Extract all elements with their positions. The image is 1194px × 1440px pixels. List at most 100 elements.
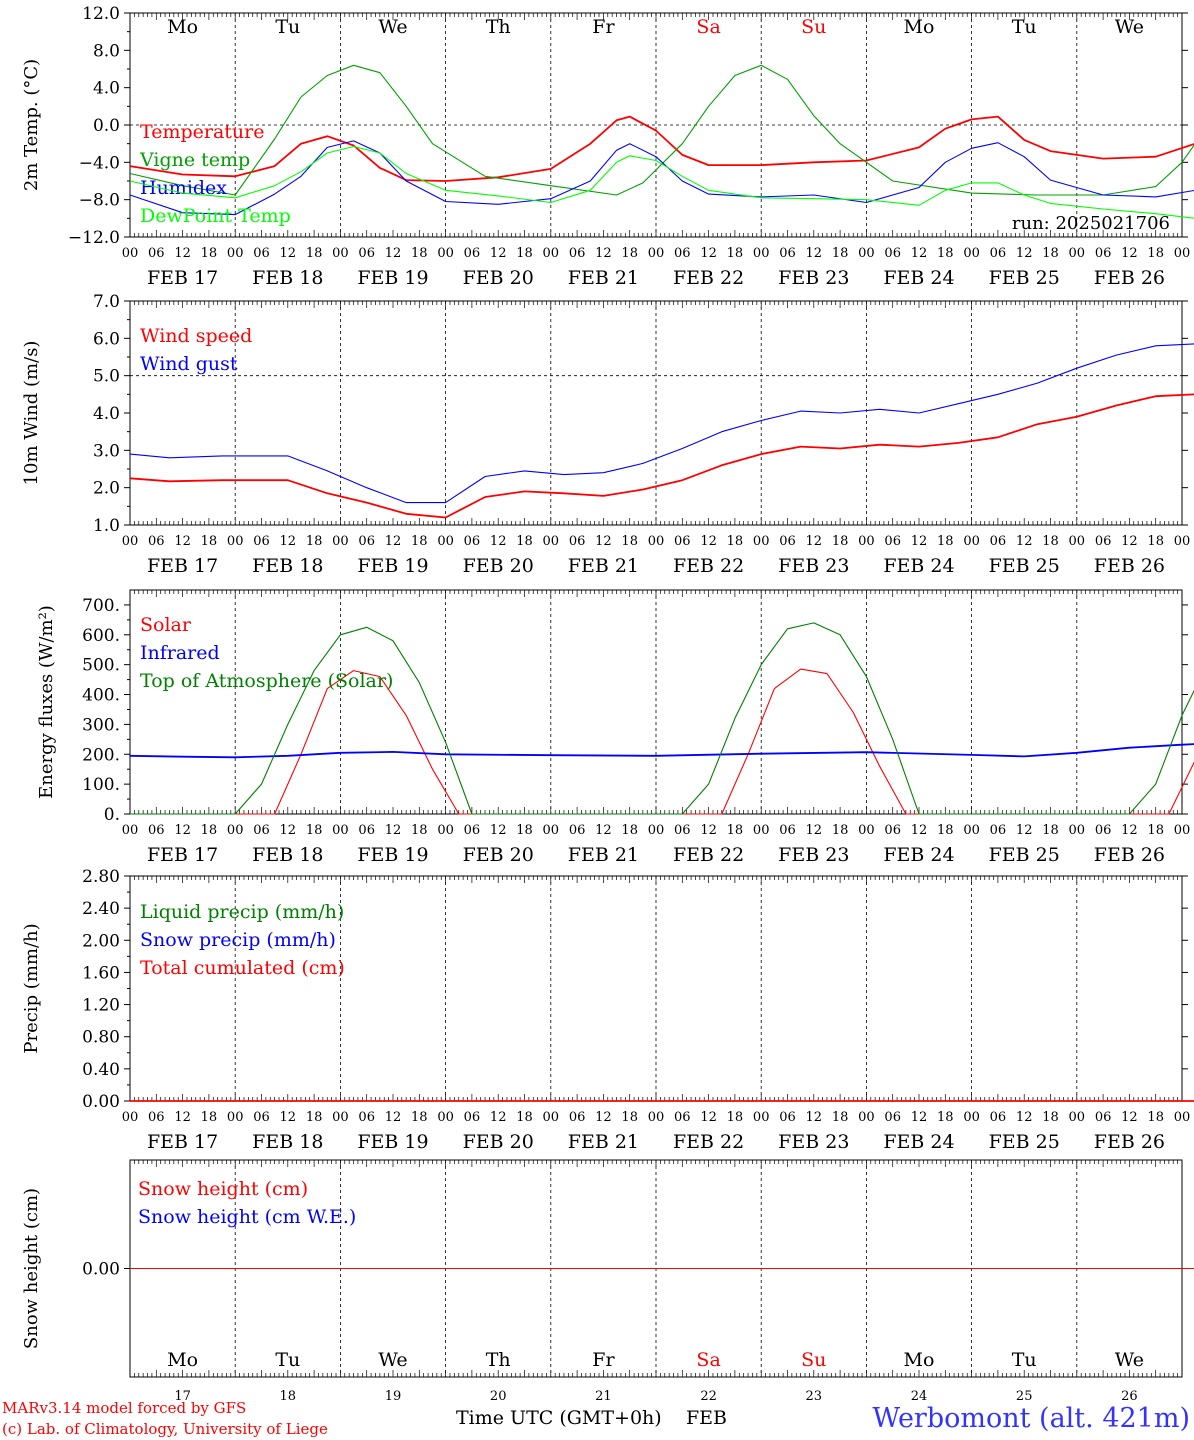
hour-tick-label: 18 xyxy=(1147,1110,1164,1125)
hour-tick-label: 12 xyxy=(1016,1110,1033,1125)
series-line-dewpoint-temp xyxy=(129,145,1194,219)
date-label: FEB 19 xyxy=(357,267,428,289)
weekday-label: Mo xyxy=(167,16,198,38)
panel-temp: 12.0 8.0 4.0 0.0 −4.0 −8.0 −12.0 2m Temp. (°C) T… xyxy=(21,4,1194,289)
hour-tick-label: 06 xyxy=(253,534,270,549)
hour-tick-label: 18 xyxy=(411,1110,428,1125)
day-number-label: 19 xyxy=(385,1389,402,1404)
y-tick-label: 3.0 xyxy=(93,441,120,461)
date-label: FEB 25 xyxy=(989,267,1060,289)
hour-tick-label: 06 xyxy=(1095,823,1112,838)
hour-tick-label: 12 xyxy=(595,1110,612,1125)
hour-tick-label: 12 xyxy=(490,534,507,549)
y-tick-label: 2.80 xyxy=(82,867,120,887)
hour-tick-label: 00 xyxy=(648,823,665,838)
legend-entry: Wind speed xyxy=(140,325,252,347)
weekday-label: Su xyxy=(801,16,826,38)
hour-tick-label: 12 xyxy=(174,534,191,549)
day-number-label: 23 xyxy=(806,1389,823,1404)
y-tick-label: −8.0 xyxy=(79,191,120,211)
y-tick-label: −12.0 xyxy=(68,228,120,248)
weekday-label: Su xyxy=(801,1349,826,1371)
date-label: FEB 23 xyxy=(778,267,849,289)
hour-tick-label: 06 xyxy=(1095,1110,1112,1125)
hour-tick-label: 12 xyxy=(174,1110,191,1125)
hour-tick-label: 12 xyxy=(700,246,717,261)
y-tick-label: 0.40 xyxy=(82,1060,120,1080)
hour-tick-label: 00 xyxy=(122,823,139,838)
hour-tick-label: 00 xyxy=(1069,1110,1086,1125)
hour-tick-label: 18 xyxy=(411,823,428,838)
legend-entry: Humidex xyxy=(140,177,227,199)
hour-tick-label: 06 xyxy=(1095,534,1112,549)
chart-panels: 12.0 8.0 4.0 0.0 −4.0 −8.0 −12.0 2m Temp. (°C) T… xyxy=(21,4,1194,1404)
weekday-label: Tu xyxy=(1012,1349,1037,1371)
hour-tick-label: 12 xyxy=(385,534,402,549)
date-label: FEB 20 xyxy=(463,555,534,577)
hour-tick-label: 18 xyxy=(1042,1110,1059,1125)
series-line-temperature xyxy=(129,115,1194,182)
weekday-label: We xyxy=(378,16,407,38)
series-line-solar xyxy=(130,668,1194,815)
hour-tick-label: 12 xyxy=(385,1110,402,1125)
hour-tick-label: 18 xyxy=(621,246,638,261)
hour-tick-label: 18 xyxy=(201,823,218,838)
series-line-infrared xyxy=(129,743,1194,759)
legend-entry: Liquid precip (mm/h) xyxy=(140,901,344,923)
hour-tick-label: 18 xyxy=(201,534,218,549)
hour-tick-label: 00 xyxy=(227,246,244,261)
date-label: FEB 18 xyxy=(252,267,323,289)
series-line-humidex xyxy=(129,140,1194,216)
day-number-label: 26 xyxy=(1121,1389,1138,1404)
weekday-label: Th xyxy=(486,1349,511,1371)
time-axis-title: Time UTC (GMT+0h) xyxy=(456,1407,662,1429)
series-line-wind-gust xyxy=(129,343,1194,504)
date-label: FEB 20 xyxy=(463,1131,534,1153)
hour-tick-label: 00 xyxy=(543,534,560,549)
hour-tick-label: 00 xyxy=(332,823,349,838)
hour-tick-label: 12 xyxy=(700,1110,717,1125)
y-tick-label: 300. xyxy=(82,715,120,735)
hour-tick-label: 18 xyxy=(832,534,849,549)
y-tick-label: −4.0 xyxy=(79,153,120,173)
hour-tick-label: 00 xyxy=(122,1110,139,1125)
hour-tick-label: 12 xyxy=(1121,246,1138,261)
footer: MARv3.14 model forced by GFS (c) Lab. of… xyxy=(2,1399,1190,1438)
hour-tick-label: 00 xyxy=(753,534,770,549)
hour-tick-label: 12 xyxy=(385,823,402,838)
y-tick-label: 5.0 xyxy=(93,367,120,387)
legend-entry: Solar xyxy=(140,614,192,636)
date-label: FEB 21 xyxy=(568,844,639,866)
weekday-label: Mo xyxy=(167,1349,198,1371)
hour-tick-label: 00 xyxy=(122,246,139,261)
y-axis-label: Precip (mm/h) xyxy=(21,923,42,1053)
hour-tick-label: 06 xyxy=(253,246,270,261)
hour-tick-label: 06 xyxy=(884,534,901,549)
hour-tick-label: 00 xyxy=(437,534,454,549)
day-number-label: 17 xyxy=(174,1389,191,1404)
date-label: FEB 19 xyxy=(357,1131,428,1153)
day-number-label: 24 xyxy=(911,1389,928,1404)
y-tick-label: 1.60 xyxy=(82,963,120,983)
hour-tick-label: 12 xyxy=(700,534,717,549)
hour-tick-label: 00 xyxy=(543,246,560,261)
weekday-label: Mo xyxy=(904,1349,935,1371)
hour-tick-label: 00 xyxy=(122,534,139,549)
hour-tick-label: 06 xyxy=(358,1110,375,1125)
hour-tick-label: 18 xyxy=(411,534,428,549)
hour-tick-label: 06 xyxy=(674,823,691,838)
hour-tick-label: 06 xyxy=(358,246,375,261)
y-tick-label: 4.0 xyxy=(93,79,120,99)
hour-tick-label: 12 xyxy=(595,246,612,261)
credit-line-model: MARv3.14 model forced by GFS xyxy=(2,1399,246,1417)
date-label: FEB 21 xyxy=(568,1131,639,1153)
hour-tick-label: 12 xyxy=(280,1110,297,1125)
hour-tick-label: 06 xyxy=(253,823,270,838)
hour-tick-label: 00 xyxy=(963,246,980,261)
hour-tick-label: 12 xyxy=(490,246,507,261)
hour-tick-label: 06 xyxy=(1095,246,1112,261)
hour-tick-label: 06 xyxy=(358,534,375,549)
y-tick-label: 6.0 xyxy=(93,329,120,349)
hour-tick-label: 18 xyxy=(1147,823,1164,838)
